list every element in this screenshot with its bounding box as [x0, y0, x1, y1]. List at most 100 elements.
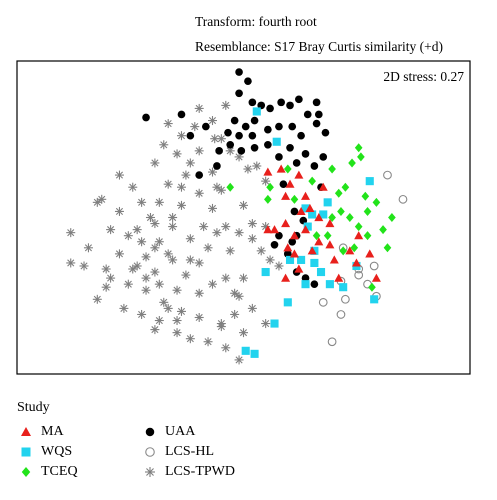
point-uaa: [279, 180, 288, 188]
point-lcs-tpwd: [154, 316, 164, 326]
point-uaa: [235, 89, 243, 98]
point-lcs-tpwd: [221, 222, 231, 232]
point-lcs-tpwd: [123, 231, 133, 241]
point-lcs-hl: [398, 194, 408, 204]
point-lcs-tpwd: [163, 249, 173, 259]
point-tceq: [308, 176, 316, 186]
point-uaa: [312, 119, 321, 128]
point-lcs-hl: [354, 270, 364, 280]
point-wqs: [297, 255, 306, 264]
legend-label: LCS-HL: [165, 444, 214, 459]
legend-item-wqs: WQS: [19, 444, 72, 460]
point-lcs-tpwd: [247, 219, 257, 229]
point-lcs-tpwd: [141, 252, 151, 262]
star-icon: [143, 465, 157, 479]
triangle-icon: [19, 425, 33, 439]
point-ma: [281, 191, 291, 200]
point-wqs: [301, 204, 310, 213]
point-lcs-tpwd: [234, 152, 244, 162]
point-lcs-tpwd: [168, 255, 178, 265]
point-ma: [365, 249, 375, 258]
point-uaa: [264, 140, 272, 149]
point-lcs-tpwd: [128, 264, 138, 274]
point-ma: [371, 273, 381, 282]
point-uaa: [224, 128, 232, 137]
point-lcs-tpwd: [101, 264, 111, 274]
point-lcs-tpwd: [150, 219, 160, 229]
point-uaa: [286, 101, 294, 110]
point-lcs-tpwd: [185, 255, 195, 265]
point-ma: [314, 213, 324, 222]
legend-label: LCS-TPWD: [165, 464, 235, 479]
point-uaa: [303, 110, 312, 119]
point-lcs-tpwd: [194, 258, 204, 268]
star-marker: [145, 467, 155, 477]
point-lcs-tpwd: [172, 285, 182, 295]
point-tceq: [354, 143, 363, 153]
point-lcs-tpwd: [274, 261, 284, 271]
point-uaa: [177, 110, 186, 119]
point-lcs-tpwd: [185, 234, 195, 244]
point-lcs-tpwd: [145, 213, 155, 222]
point-tceq: [339, 246, 347, 256]
point-ma: [263, 225, 273, 234]
point-lcs-tpwd: [221, 273, 231, 283]
point-lcs-tpwd: [106, 273, 116, 283]
point-lcs-tpwd: [207, 116, 217, 126]
point-uaa: [264, 125, 272, 134]
point-uaa: [257, 101, 266, 110]
point-tceq: [348, 158, 356, 168]
point-lcs-tpwd: [212, 228, 222, 238]
point-wqs: [310, 258, 319, 267]
point-lcs-tpwd: [216, 185, 226, 195]
point-wqs: [325, 280, 334, 289]
point-lcs-tpwd: [176, 131, 186, 141]
point-wqs: [308, 210, 317, 219]
point-wqs: [261, 267, 270, 277]
point-wqs: [316, 267, 326, 277]
point-ma: [318, 182, 328, 191]
point-uaa: [237, 147, 246, 155]
point-uaa: [319, 153, 328, 161]
point-uaa: [248, 131, 257, 140]
point-lcs-hl: [327, 337, 337, 347]
point-lcs-tpwd: [101, 282, 111, 292]
point-uaa: [250, 116, 259, 125]
point-lcs-tpwd: [207, 167, 217, 177]
point-wqs: [272, 137, 281, 146]
legend-item-lcs-hl: LCS-HL: [143, 444, 214, 460]
point-tceq: [345, 213, 354, 222]
point-lcs-tpwd: [137, 309, 147, 319]
point-lcs-tpwd: [163, 119, 173, 129]
point-tceq: [264, 194, 272, 204]
point-uaa: [250, 143, 259, 152]
point-lcs-tpwd: [150, 267, 160, 277]
point-lcs-tpwd: [252, 161, 262, 171]
point-uaa: [288, 122, 297, 131]
point-lcs-tpwd: [239, 328, 248, 338]
diamond-marker: [21, 467, 31, 477]
point-lcs-tpwd: [114, 249, 124, 259]
point-ma: [314, 237, 324, 246]
point-tceq: [372, 197, 381, 207]
point-uaa: [275, 153, 283, 161]
point-uaa: [275, 122, 283, 131]
point-lcs-tpwd: [239, 200, 248, 210]
point-lcs-tpwd: [265, 255, 275, 265]
point-ma: [329, 255, 339, 264]
point-wqs: [370, 295, 379, 304]
point-uaa: [286, 143, 294, 152]
point-lcs-tpwd: [221, 343, 231, 353]
point-uaa: [202, 122, 210, 131]
point-lcs-tpwd: [92, 197, 102, 207]
point-tceq: [337, 206, 345, 216]
point-tceq: [357, 152, 365, 162]
point-ma: [263, 167, 273, 176]
point-uaa: [295, 95, 303, 104]
legend-label: WQS: [41, 444, 73, 459]
point-lcs-tpwd: [230, 288, 240, 298]
point-ma: [294, 170, 304, 179]
point-lcs-tpwd: [234, 355, 244, 365]
point-lcs-tpwd: [123, 279, 133, 289]
point-lcs-tpwd: [154, 279, 164, 289]
